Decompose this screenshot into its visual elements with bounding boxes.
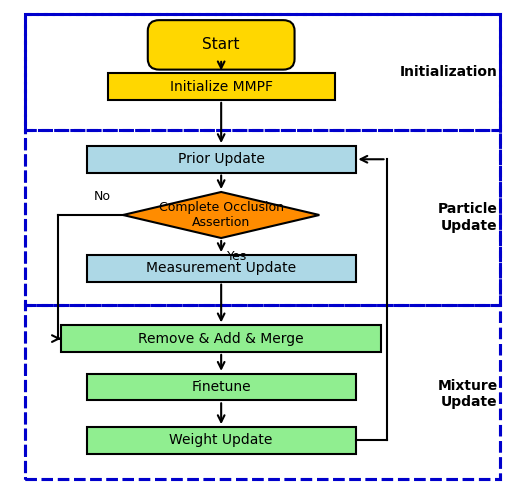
Bar xyxy=(25,305,500,479)
Text: Complete Occlusion
Assertion: Complete Occlusion Assertion xyxy=(159,201,284,229)
FancyBboxPatch shape xyxy=(148,20,295,70)
Text: Remove & Add & Merge: Remove & Add & Merge xyxy=(139,332,304,346)
Text: Start: Start xyxy=(203,37,240,52)
Bar xyxy=(108,73,335,100)
Text: Initialization: Initialization xyxy=(400,65,498,79)
Text: Weight Update: Weight Update xyxy=(170,433,273,447)
Bar xyxy=(25,14,500,130)
Polygon shape xyxy=(123,192,319,238)
Bar xyxy=(25,130,500,305)
Text: Finetune: Finetune xyxy=(191,380,251,394)
Bar xyxy=(87,255,355,282)
Bar xyxy=(87,427,355,454)
Text: Prior Update: Prior Update xyxy=(178,152,265,166)
Text: Measurement Update: Measurement Update xyxy=(146,261,296,275)
Bar xyxy=(61,325,381,352)
Text: Mixture
Update: Mixture Update xyxy=(437,379,498,409)
Text: Particle
Update: Particle Update xyxy=(438,202,498,233)
Text: Initialize MMPF: Initialize MMPF xyxy=(170,79,272,94)
Bar xyxy=(87,146,355,173)
Text: No: No xyxy=(94,190,111,203)
Bar xyxy=(87,374,355,400)
Text: Yes: Yes xyxy=(227,250,247,263)
